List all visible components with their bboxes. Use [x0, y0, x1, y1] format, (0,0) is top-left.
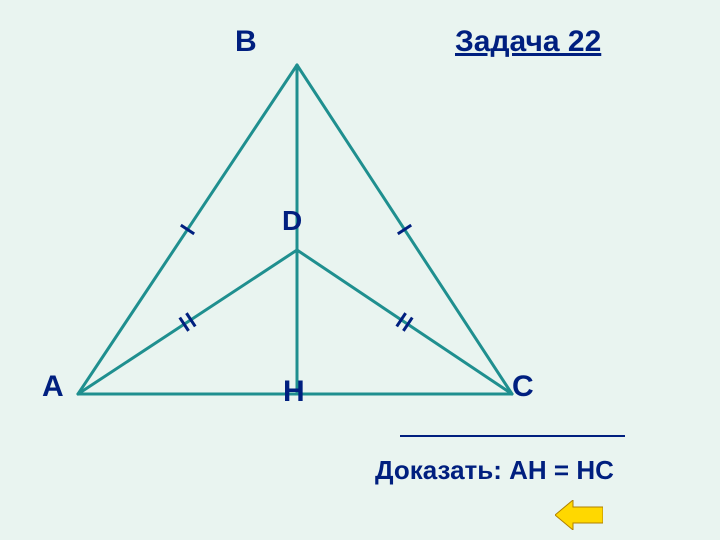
vertex-label-a: A: [42, 370, 64, 404]
divider-line: [400, 435, 625, 437]
problem-title: Задача 22: [455, 25, 601, 59]
vertex-label-h: Н: [283, 375, 305, 409]
vertex-label-d: D: [282, 205, 302, 237]
vertex-label-c: С: [512, 370, 534, 404]
prove-statement: Доказать: АН = НС: [375, 455, 614, 486]
vertex-label-b: В: [235, 25, 257, 59]
back-arrow-icon[interactable]: [555, 500, 603, 530]
